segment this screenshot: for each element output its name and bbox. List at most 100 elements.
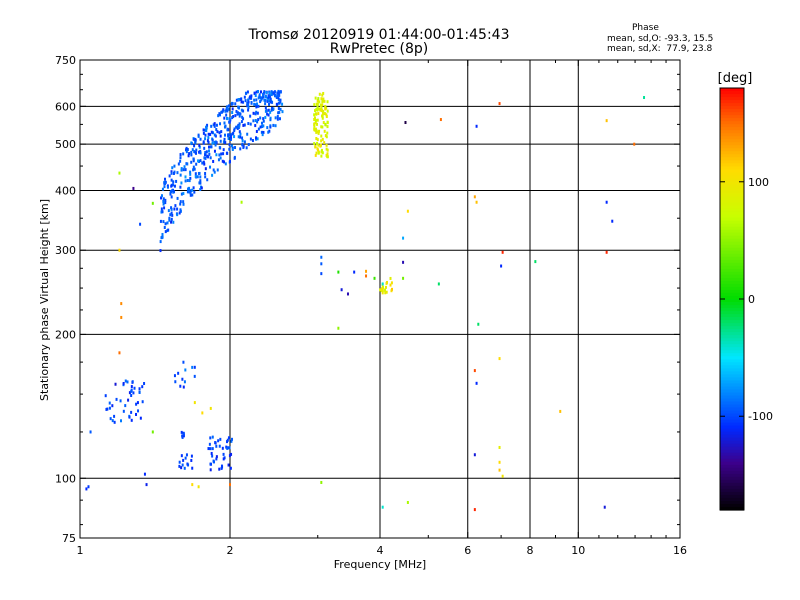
colorbar-segment: [720, 109, 744, 113]
x-tick-label: 6: [464, 544, 471, 557]
data-point: [320, 107, 323, 111]
data-point: [122, 409, 125, 413]
data-point: [189, 191, 192, 195]
data-point: [320, 480, 323, 484]
data-point: [224, 133, 227, 137]
data-point: [141, 400, 144, 404]
y-tick-label: 750: [55, 54, 76, 67]
data-point: [228, 133, 231, 137]
data-point: [122, 382, 125, 386]
data-point: [337, 270, 340, 274]
data-point: [184, 179, 187, 183]
data-point: [211, 141, 214, 145]
data-point: [404, 121, 407, 125]
data-point: [186, 178, 189, 182]
colorbar-segment: [720, 283, 744, 288]
data-point: [219, 156, 222, 160]
data-point: [230, 144, 233, 148]
data-point: [326, 155, 329, 159]
data-point: [373, 276, 376, 280]
data-point: [389, 276, 392, 280]
data-point: [267, 94, 270, 98]
data-point: [180, 167, 183, 171]
data-point: [207, 447, 210, 451]
data-point: [266, 112, 269, 116]
data-point: [255, 98, 258, 102]
colorbar-unit-label: [deg]: [718, 71, 753, 86]
colorbar-segment: [720, 452, 744, 457]
data-point: [228, 160, 231, 164]
data-point: [138, 387, 141, 391]
colorbar-segment: [720, 253, 744, 258]
data-point: [316, 141, 319, 145]
data-point: [207, 132, 210, 136]
data-point: [245, 146, 248, 150]
data-point: [249, 114, 252, 118]
data-point: [276, 94, 279, 98]
data-point: [241, 136, 244, 140]
data-point: [193, 401, 196, 405]
data-point: [260, 121, 263, 125]
data-point: [270, 108, 273, 112]
colorbar-segment: [720, 166, 744, 170]
data-point: [223, 137, 226, 141]
colorbar-segment: [720, 371, 744, 375]
data-point: [176, 213, 179, 217]
data-point: [277, 111, 280, 115]
data-point: [190, 160, 193, 164]
axis-ticks: 1 2 4 6 8 10 16 75 100 200 300 400 500 600 750: [55, 54, 687, 557]
data-point: [498, 102, 501, 106]
colorbar-segment: [720, 289, 744, 294]
colorbar-segment: [720, 389, 744, 394]
colorbar-segment: [720, 335, 744, 339]
colorbar-segment: [720, 404, 744, 409]
colorbar-segment: [720, 256, 744, 261]
data-point: [315, 122, 318, 126]
data-point: [276, 115, 279, 119]
colorbar-segment: [720, 88, 744, 92]
y-tick-label: 100: [55, 472, 76, 485]
data-point: [229, 483, 231, 487]
data-point: [209, 156, 212, 160]
data-point: [247, 143, 250, 147]
data-point: [207, 136, 210, 140]
data-point: [242, 144, 245, 148]
data-point: [275, 102, 278, 106]
data-point: [246, 132, 249, 136]
data-point: [325, 113, 328, 117]
colorbar-segment: [720, 121, 744, 125]
data-point: [216, 130, 219, 134]
data-point: [159, 249, 162, 253]
data-point: [326, 125, 329, 129]
data-point: [259, 96, 262, 100]
data-point: [202, 131, 205, 135]
colorbar-segment: [720, 148, 744, 152]
data-point: [316, 130, 319, 134]
colorbar-segment: [720, 353, 744, 357]
data-point: [214, 143, 217, 147]
colorbar-segment: [720, 190, 744, 195]
data-point: [321, 93, 324, 97]
data-point: [221, 109, 224, 113]
data-point: [316, 108, 319, 112]
colorbar-segment: [720, 440, 744, 445]
data-point: [104, 394, 107, 398]
data-point: [127, 398, 130, 402]
x-tick-label: 10: [571, 544, 585, 557]
colorbar-segment: [720, 280, 744, 285]
colorbar-segment: [720, 383, 744, 388]
x-tick-label: 1: [77, 544, 84, 557]
y-tick-label: 500: [55, 138, 76, 151]
data-point: [228, 454, 231, 458]
data-point: [222, 148, 225, 152]
data-point: [184, 175, 187, 179]
data-point: [163, 225, 166, 229]
data-point: [202, 128, 205, 132]
data-point: [279, 90, 282, 94]
data-point: [227, 463, 230, 467]
data-point: [190, 150, 193, 154]
data-point: [323, 129, 326, 133]
data-point: [325, 143, 328, 147]
colorbar-segment: [720, 205, 744, 210]
data-point: [605, 119, 608, 123]
